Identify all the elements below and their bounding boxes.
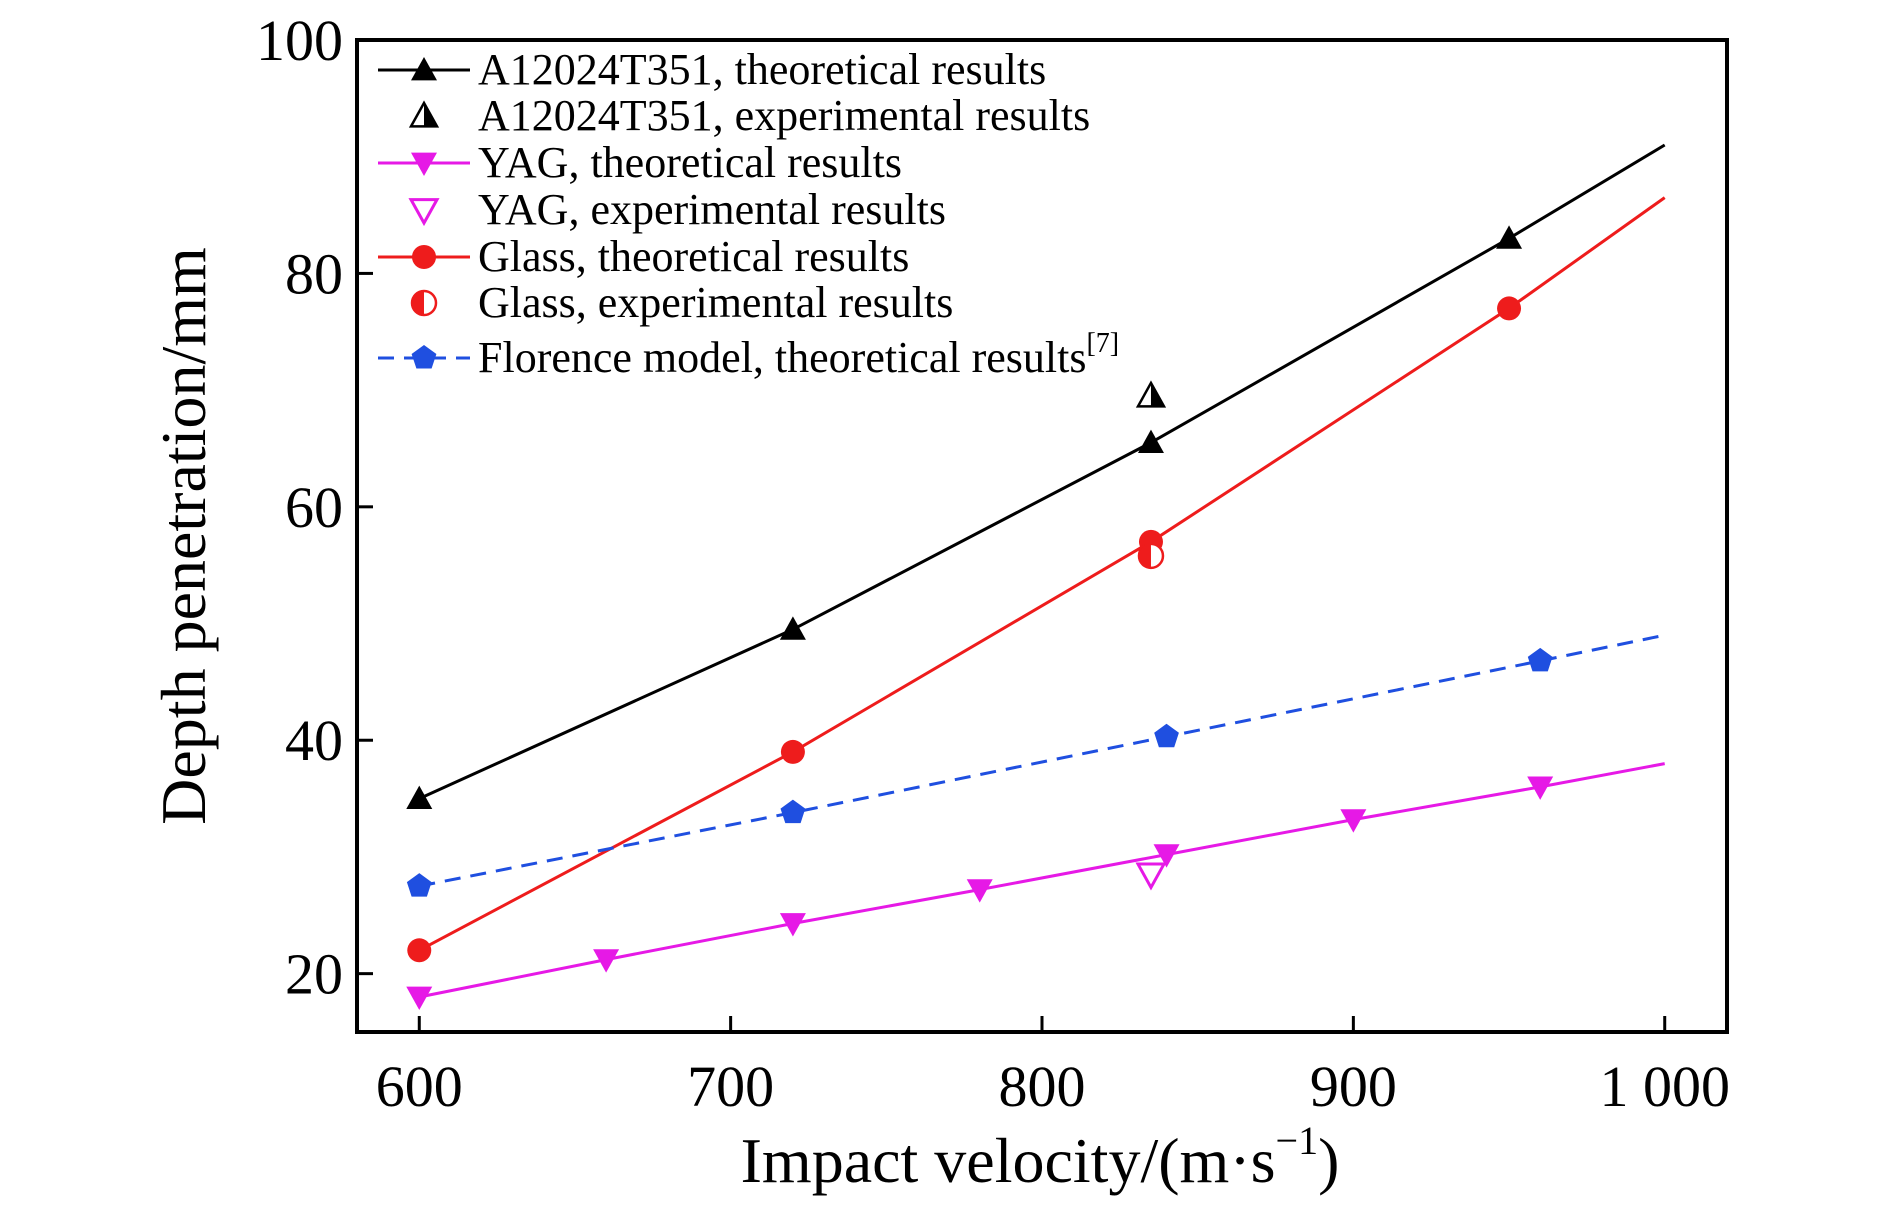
data-point — [1497, 296, 1522, 321]
legend-item: YAG, theoretical results — [378, 138, 902, 187]
legend-marker-fill — [412, 291, 424, 315]
series-layer — [406, 143, 1666, 1010]
legend-label: Glass, theoretical results — [478, 232, 909, 281]
legend-item: A12024T351, experimental results — [408, 91, 1090, 140]
series-3 — [1135, 862, 1167, 891]
axes: 600 700 800 900 1 000 20 40 60 80 100 — [256, 8, 1730, 1119]
data-point — [406, 785, 433, 809]
data-point — [406, 986, 433, 1010]
legend-marker — [408, 198, 440, 227]
y-tick-label: 40 — [285, 708, 343, 773]
data-point — [780, 799, 806, 824]
data-point — [1137, 542, 1165, 570]
y-tick-label: 80 — [285, 241, 343, 306]
data-point — [966, 879, 993, 903]
y-tick-label: 20 — [285, 942, 343, 1007]
legend: A12024T351, theoretical resultsA12024T35… — [378, 45, 1119, 382]
legend-label-sup: [7] — [1086, 328, 1119, 359]
legend-marker — [411, 345, 437, 369]
legend-marker-fill — [424, 103, 437, 127]
legend-label-text: Glass, experimental results — [478, 278, 953, 327]
legend-label: YAG, theoretical results — [478, 138, 902, 187]
legend-label: A12024T351, experimental results — [478, 91, 1090, 140]
data-point-fill — [1138, 543, 1151, 568]
series-line — [419, 633, 1666, 888]
legend-label-text: Glass, theoretical results — [478, 232, 909, 281]
legend-label-text: YAG, experimental results — [478, 185, 946, 234]
legend-label-text: A12024T351, theoretical results — [478, 45, 1046, 94]
series-1 — [1135, 380, 1167, 408]
series-2 — [406, 762, 1665, 1010]
x-tick-label: 600 — [376, 1054, 463, 1119]
data-point — [1135, 380, 1167, 408]
legend-marker — [410, 289, 438, 317]
legend-label: A12024T351, theoretical results — [478, 45, 1046, 94]
data-point — [1137, 429, 1164, 454]
series-5 — [1137, 542, 1165, 570]
data-point — [1340, 809, 1367, 833]
x-axis-label: Impact velocity/(m·s−1) — [741, 1118, 1340, 1196]
data-point — [406, 873, 432, 897]
data-point-fill — [1150, 382, 1164, 407]
data-point — [593, 949, 620, 973]
data-point — [1527, 776, 1554, 800]
y-tick-label: 60 — [285, 475, 343, 540]
legend-marker — [411, 57, 437, 81]
data-point — [779, 913, 806, 937]
legend-item: Glass, experimental results — [410, 278, 953, 327]
series-0 — [406, 143, 1666, 809]
legend-marker — [411, 152, 437, 176]
legend-item: Glass, theoretical results — [378, 232, 909, 281]
legend-marker — [408, 100, 440, 128]
x-tick-label: 800 — [999, 1054, 1086, 1119]
y-axis-label: Depth penetration/mm — [148, 247, 219, 825]
legend-item: A12024T351, theoretical results — [378, 45, 1046, 94]
data-point — [780, 739, 805, 764]
data-point — [1154, 723, 1179, 748]
data-point — [407, 938, 432, 963]
data-point — [1135, 862, 1167, 891]
legend-item: Florence model, theoretical results[7] — [378, 328, 1119, 382]
legend-marker — [412, 245, 436, 269]
legend-label: Florence model, theoretical results[7] — [478, 328, 1119, 382]
legend-label-text: Florence model, theoretical results — [478, 333, 1086, 382]
legend-label: Glass, experimental results — [478, 278, 953, 327]
legend-label: YAG, experimental results — [478, 185, 946, 234]
x-tick-label: 900 — [1310, 1054, 1397, 1119]
data-point — [1153, 844, 1180, 868]
series-6 — [406, 633, 1666, 897]
x-axis-label-end: ) — [1318, 1125, 1339, 1196]
y-tick-label: 100 — [256, 8, 343, 73]
legend-label-text: A12024T351, experimental results — [478, 91, 1090, 140]
data-point — [1496, 225, 1523, 249]
data-point — [1527, 647, 1553, 672]
x-axis-label-sup: −1 — [1276, 1118, 1319, 1163]
legend-label-text: YAG, theoretical results — [478, 138, 902, 187]
legend-item: YAG, experimental results — [408, 185, 946, 234]
series-line — [419, 762, 1665, 999]
x-tick-label: 1 000 — [1599, 1054, 1730, 1119]
x-tick-label: 700 — [687, 1054, 774, 1119]
data-point — [779, 616, 806, 640]
